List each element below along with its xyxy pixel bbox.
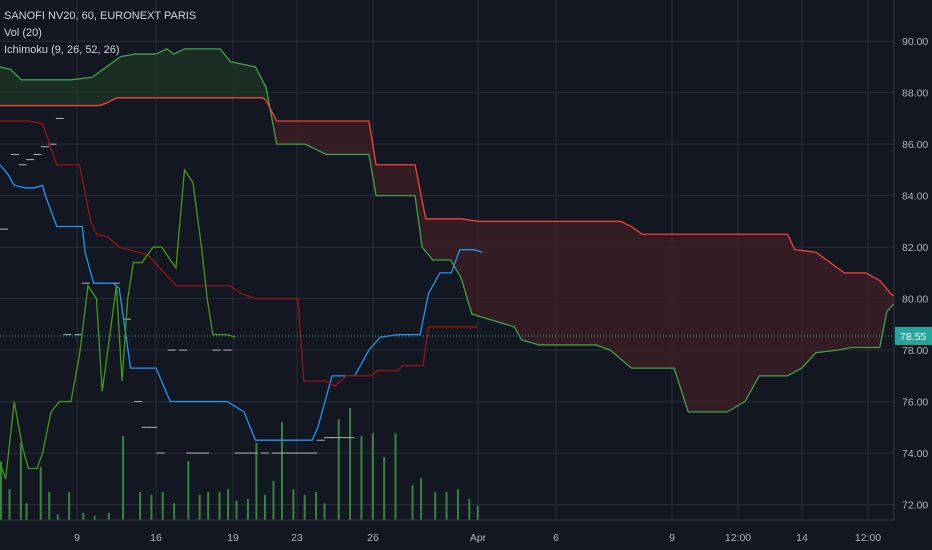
volume-bar [8,489,11,520]
volume-bar [0,461,2,520]
volume-bar [56,514,59,520]
volume-bar [150,494,153,520]
price-axis-label: 88.00 [902,88,928,100]
conversion-line-line [0,164,483,441]
volume-bar [255,443,258,520]
cloud-bullish [0,48,270,108]
volume-bar [411,485,414,520]
volume-bar [25,503,28,520]
price-axis-label: 90.00 [902,36,928,48]
volume-bar [420,478,423,520]
last-price-tag [895,326,932,345]
volume-bar [235,500,238,520]
time-axis-label: 19 [227,532,239,544]
price-axis-label: 82.00 [902,242,928,254]
volume-bar [187,461,190,520]
volume-bar [263,494,266,520]
leading-span-b-line [0,97,895,297]
volume-bar [445,492,448,520]
price-axis-label: 78.00 [902,345,928,357]
time-axis-label: Apr [470,532,487,544]
volume-bar [139,492,142,520]
volume-bar [371,433,374,520]
volume-bar [173,503,176,520]
volume-bar [39,466,42,520]
volume-bar [246,499,249,520]
volume-bar [68,492,71,520]
volume-bar [198,494,201,520]
leading-span-a-line [0,48,895,413]
volume-bar [161,492,164,520]
ichimoku-indicator-label[interactable]: Ichimoku (9, 26, 52, 26) [4,44,120,56]
volume-bar [280,422,283,520]
volume-bar [303,494,306,520]
volume-indicator-label[interactable]: Vol (20) [4,27,42,39]
price-axis-label: 76.00 [902,397,928,409]
volume-bar [323,503,326,520]
price-axis-label: 74.00 [902,448,928,460]
volume-bar [207,492,210,520]
price-axis-label: 86.00 [902,139,928,151]
volume-bar [476,506,479,520]
volume-bar [227,489,230,520]
base-line-line [0,120,477,387]
volume-bar [337,419,340,520]
last-price-value: 78.55 [900,331,926,343]
time-axis-label: 6 [553,532,559,544]
price-axis-label: 80.00 [902,294,928,306]
volume-bar [122,436,125,520]
volume-bar [394,433,397,520]
time-axis-label: 26 [367,532,379,544]
chart-legend: SANOFI NV20, 60, EURONEXT PARIS Vol (20)… [4,8,196,59]
time-axis-label: 12:00 [725,532,751,544]
volume-bar [292,489,295,520]
lagging-span-line [0,167,236,480]
volume-bar [383,457,386,520]
time-axis-label: 14 [796,532,808,544]
volume-bar [349,408,352,520]
volume-bar [82,513,85,520]
volume-bar [48,492,51,520]
time-axis-label: 16 [150,532,162,544]
volume-bar [456,489,459,520]
time-axis-label: 9 [74,532,80,544]
cloud-bearish [271,110,895,412]
volume-bar [360,436,363,520]
volume-bar [107,513,110,520]
volume-bar [19,443,22,520]
price-axis-label: 72.00 [902,500,928,512]
volume-bar [93,515,96,520]
volume-bar [468,499,471,520]
volume-bar [272,480,275,520]
time-axis-label: 9 [669,532,675,544]
time-axis-label: 12:00 [855,532,881,544]
time-axis-label: 23 [291,532,303,544]
price-axis-label: 84.00 [902,191,928,203]
volume-bar [218,492,221,520]
volume-bar [434,492,437,520]
symbol-label[interactable]: SANOFI NV20, 60, EURONEXT PARIS [4,10,197,22]
volume-bar [315,492,318,520]
